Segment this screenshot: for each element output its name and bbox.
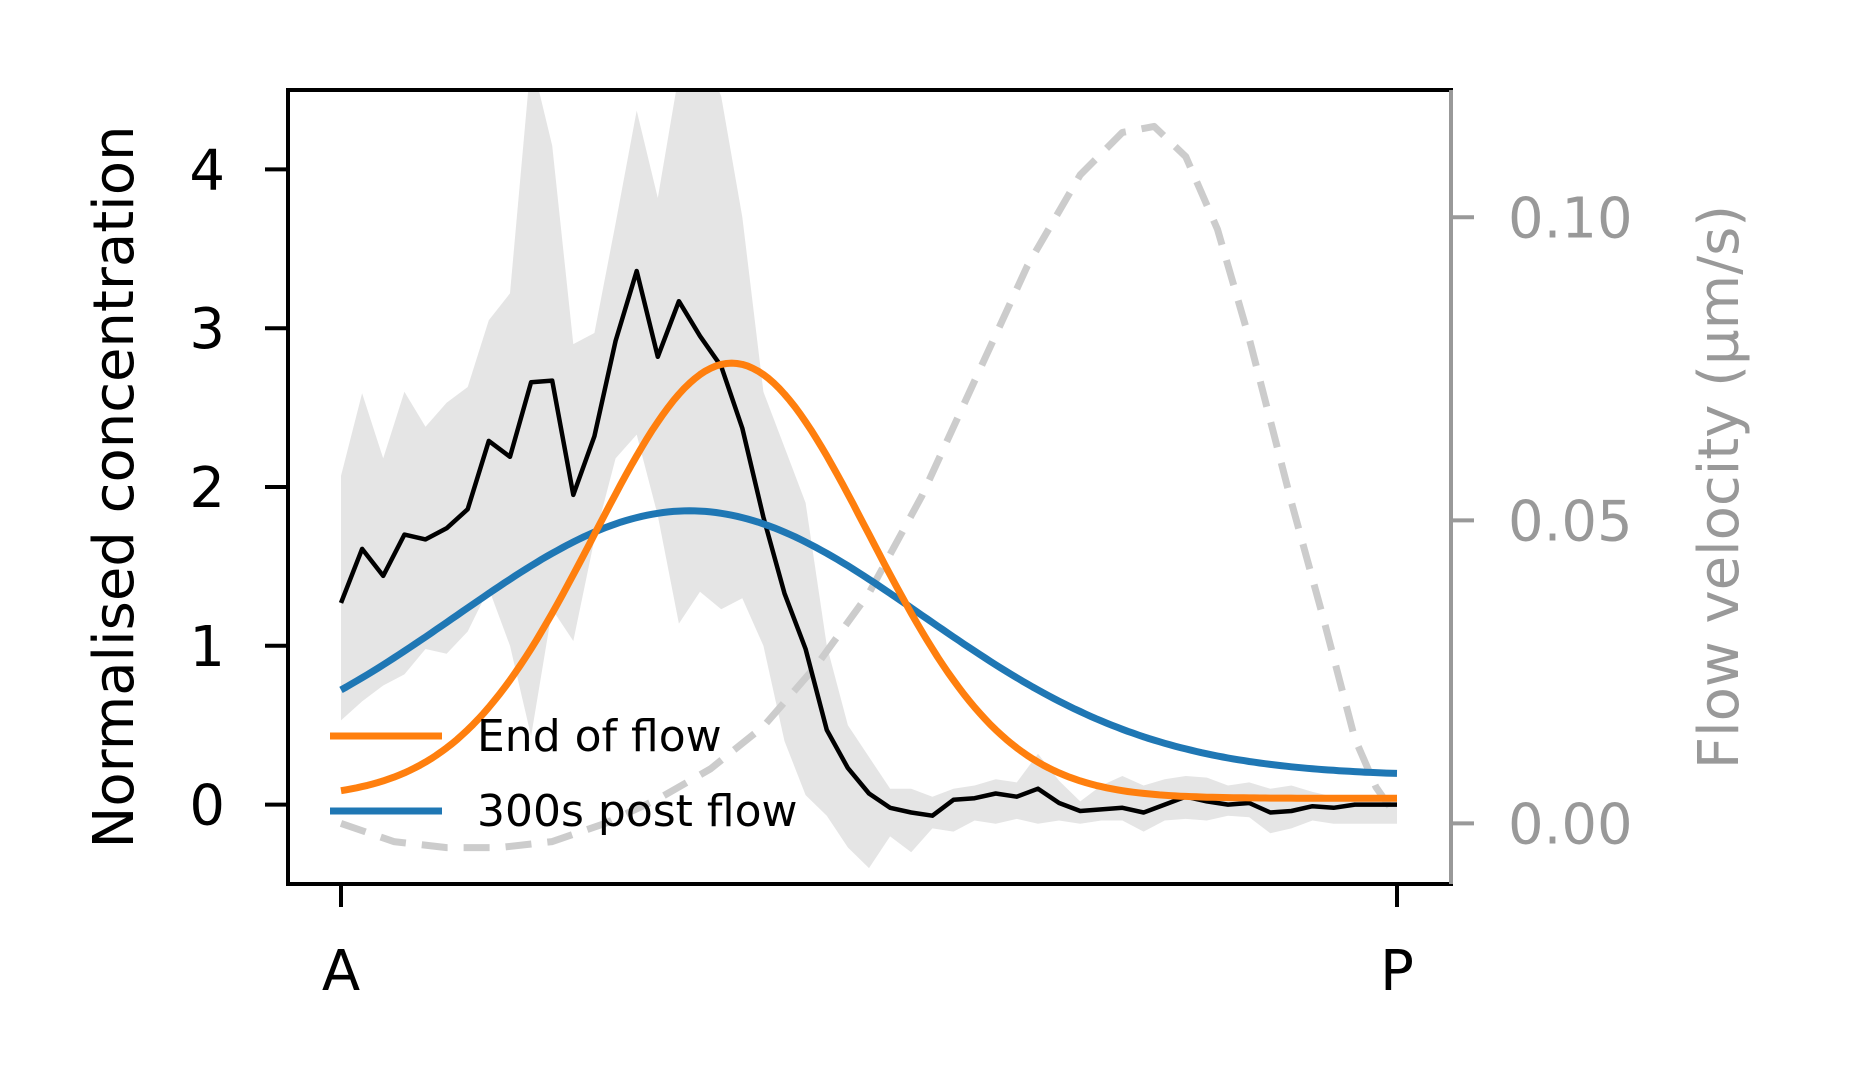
uncertainty-band [341,90,1397,869]
end-of-flow-curve [340,359,1397,802]
right-axis: 0.00 0.05 0.10 [1451,186,1633,857]
measured-data-curve [338,268,1397,818]
x-tick-label-A: A [322,939,360,1004]
y2-tick-label-0.00: 0.00 [1508,792,1633,857]
y-tick-label-3: 3 [189,297,225,362]
y-tick-label-1: 1 [189,615,225,680]
left-axis: 0 1 2 3 4 [189,138,288,839]
legend-label-end-of-flow: End of flow [477,711,722,762]
series-layer [338,268,1398,818]
y2-axis-title: Flow velocity (µm/s) [1687,205,1752,769]
flow-velocity-curve [339,122,1400,852]
y-tick-label-0: 0 [189,774,225,839]
legend-label-300s-post-flow: 300s post flow [477,786,798,837]
uncertainty-band-layer [341,90,1397,869]
300s-post-flow-curve [339,507,1398,777]
y2-tick-label-0.10: 0.10 [1508,186,1633,251]
y2-tick-label-0.05: 0.05 [1508,489,1633,554]
velocity-curve-layer [339,122,1400,852]
y-tick-label-4: 4 [189,138,225,203]
legend: End of flow 300s post flow [330,711,798,837]
x-tick-label-P: P [1380,939,1414,1004]
y-tick-label-2: 2 [189,456,225,521]
y-axis-title: Normalised concentration [82,126,147,849]
